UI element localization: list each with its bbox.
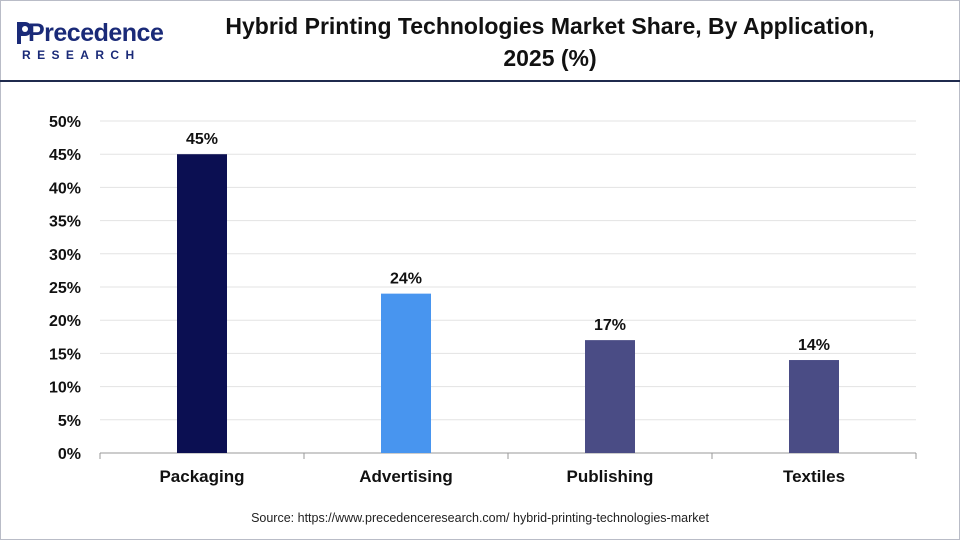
source-note: Source: https://www.precedenceresearch.c… [251,511,709,525]
bar [585,340,635,453]
y-tick-label: 45% [49,147,81,164]
data-label: 24% [390,271,422,288]
logo-mark-icon [17,22,32,44]
bar [177,154,227,453]
y-tick-label: 5% [58,413,81,430]
x-tick-label: Textiles [783,467,845,486]
header: Precedence RESEARCH Hybrid Printing Tech… [0,0,960,82]
y-tick-label: 15% [49,346,81,363]
x-tick-label: Publishing [567,467,654,486]
brand-name: Precedence [28,19,164,47]
y-tick-label: 10% [49,380,81,397]
data-label: 14% [798,337,830,354]
bar [381,293,431,453]
chart-title-line-2: 2025 (%) [503,45,597,71]
chart-title-line-1: Hybrid Printing Technologies Market Shar… [225,13,875,39]
bar [789,360,839,453]
y-tick-label: 0% [58,446,81,463]
y-tick-label: 30% [49,247,81,264]
y-tick-label: 25% [49,280,81,297]
chart-title: Hybrid Printing Technologies Market Shar… [170,10,930,74]
data-label: 17% [594,317,626,334]
y-tick-label: 20% [49,313,81,330]
y-tick-label: 40% [49,180,81,197]
x-tick-label: Packaging [159,467,244,486]
brand-sub: RESEARCH [22,48,141,62]
y-tick-label: 35% [49,214,81,231]
data-label: 45% [186,131,218,148]
brand-logo: Precedence RESEARCH [14,18,164,66]
x-tick-label: Advertising [359,467,453,486]
y-tick-label: 50% [49,114,81,131]
